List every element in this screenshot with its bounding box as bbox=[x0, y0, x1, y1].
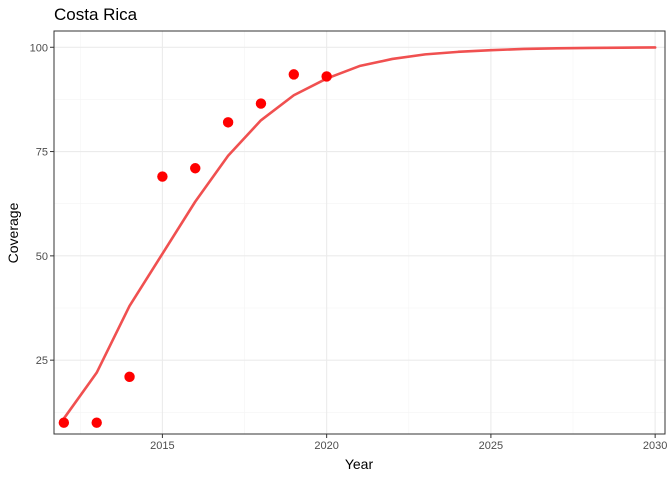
x-tick-label-0: 2015 bbox=[150, 440, 174, 452]
x-tick-label-2: 2025 bbox=[479, 440, 503, 452]
y-tick-label-3: 100 bbox=[30, 42, 48, 54]
y-tick-label-2: 75 bbox=[36, 147, 48, 159]
chart-title: Costa Rica bbox=[54, 5, 138, 24]
data-point-2018 bbox=[255, 98, 267, 109]
data-point-2013 bbox=[91, 417, 102, 428]
data-point-2014 bbox=[124, 371, 135, 383]
data-point-2015 bbox=[157, 171, 168, 182]
panel-border bbox=[53, 30, 666, 435]
data-point-2017 bbox=[222, 117, 234, 128]
y-axis-title: Coverage bbox=[5, 202, 21, 263]
data-point-2020 bbox=[321, 71, 332, 82]
trend-line-layer bbox=[62, 46, 657, 420]
y-axis: 25 50 75 100 bbox=[30, 42, 54, 367]
x-axis: 2015 2020 2025 2030 bbox=[150, 434, 667, 452]
x-axis-title: Year bbox=[345, 456, 374, 472]
x-tick-label-3: 2030 bbox=[643, 440, 667, 452]
observed-points-layer bbox=[58, 69, 332, 428]
trend-line bbox=[62, 46, 657, 420]
y-tick-label-1: 50 bbox=[36, 251, 48, 263]
y-tick-label-0: 25 bbox=[36, 355, 48, 367]
data-point-2012 bbox=[58, 417, 70, 428]
grid bbox=[54, 31, 665, 434]
data-point-2016 bbox=[190, 163, 201, 174]
x-tick-label-1: 2020 bbox=[314, 440, 338, 452]
data-point-2019 bbox=[288, 69, 300, 80]
